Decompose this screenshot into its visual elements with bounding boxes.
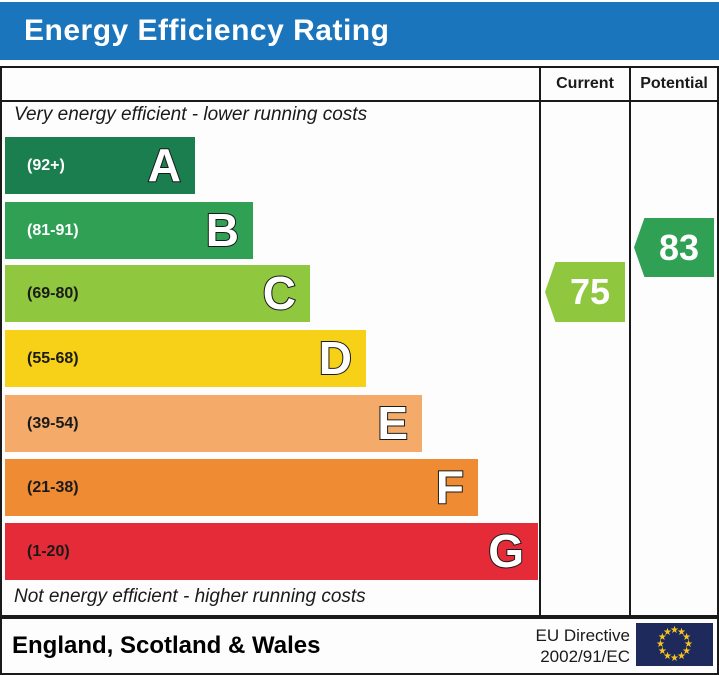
potential-column-header: Potential	[640, 75, 708, 92]
page-title: Energy Efficiency Rating	[24, 14, 390, 47]
band-f: (21-38) F	[5, 459, 478, 516]
eu-flag-star: ★	[670, 624, 679, 636]
band-letter: B	[205, 203, 240, 257]
footer: England, Scotland & Wales EU Directive 2…	[0, 617, 719, 675]
bottom-note: Not energy efficient - higher running co…	[14, 586, 366, 607]
current-rating-arrow: 75	[545, 262, 625, 322]
eu-flag-star: ★	[682, 645, 692, 657]
band-g: (1-20) G	[5, 523, 538, 580]
title-bar: Energy Efficiency Rating	[0, 2, 719, 60]
band-a: (92+) A	[5, 137, 195, 194]
band-letter: F	[435, 460, 465, 514]
eu-flag-star: ★	[670, 652, 679, 664]
eu-flag-star: ★	[677, 650, 686, 662]
eu-flag-star: ★	[663, 626, 672, 638]
eu-flag-star: ★	[656, 638, 665, 650]
band-range-label: (21-38)	[27, 478, 79, 496]
band-letter: C	[262, 266, 297, 320]
eu-directive-label: EU Directive 2002/91/EC	[502, 625, 630, 667]
potential-rating-arrow: 83	[634, 218, 714, 277]
band-range-label: (92+)	[27, 156, 65, 174]
band-range-label: (39-54)	[27, 414, 79, 432]
band-letter: A	[147, 138, 182, 192]
current-rating-value: 75	[569, 271, 611, 312]
current-column-header: Current	[556, 75, 614, 92]
current-column-divider	[539, 68, 541, 617]
eu-flag-star: ★	[657, 645, 667, 657]
band-letter: D	[318, 331, 353, 385]
potential-rating-value: 83	[658, 226, 700, 268]
eu-directive-line1: EU Directive	[535, 626, 630, 645]
region-label: England, Scotland & Wales	[12, 632, 321, 659]
band-letter: E	[376, 396, 409, 450]
band-range-label: (1-20)	[27, 542, 70, 560]
band-range-label: (81-91)	[27, 221, 79, 239]
band-e: (39-54) E	[5, 395, 422, 452]
eu-flag-star: ★	[663, 650, 672, 662]
header-underline	[0, 100, 719, 102]
band-range-label: (69-80)	[27, 284, 79, 302]
top-note: Very energy efficient - lower running co…	[14, 104, 368, 125]
band-letter: G	[487, 524, 525, 578]
eu-flag-star: ★	[677, 626, 686, 638]
band-range-label: (55-68)	[27, 349, 79, 367]
eu-directive-line2: 2002/91/EC	[540, 647, 630, 666]
eu-flag-star: ★	[684, 638, 693, 650]
band-d: (55-68) D	[5, 330, 366, 387]
eu-flag-star: ★	[682, 631, 692, 643]
eu-flag-icon: ★ ★ ★ ★ ★ ★ ★ ★ ★ ★ ★ ★	[636, 623, 713, 666]
potential-column-divider	[629, 68, 631, 617]
band-c: (69-80) C	[5, 265, 310, 322]
eu-flag-star: ★	[657, 631, 667, 643]
band-b: (81-91) B	[5, 202, 253, 259]
